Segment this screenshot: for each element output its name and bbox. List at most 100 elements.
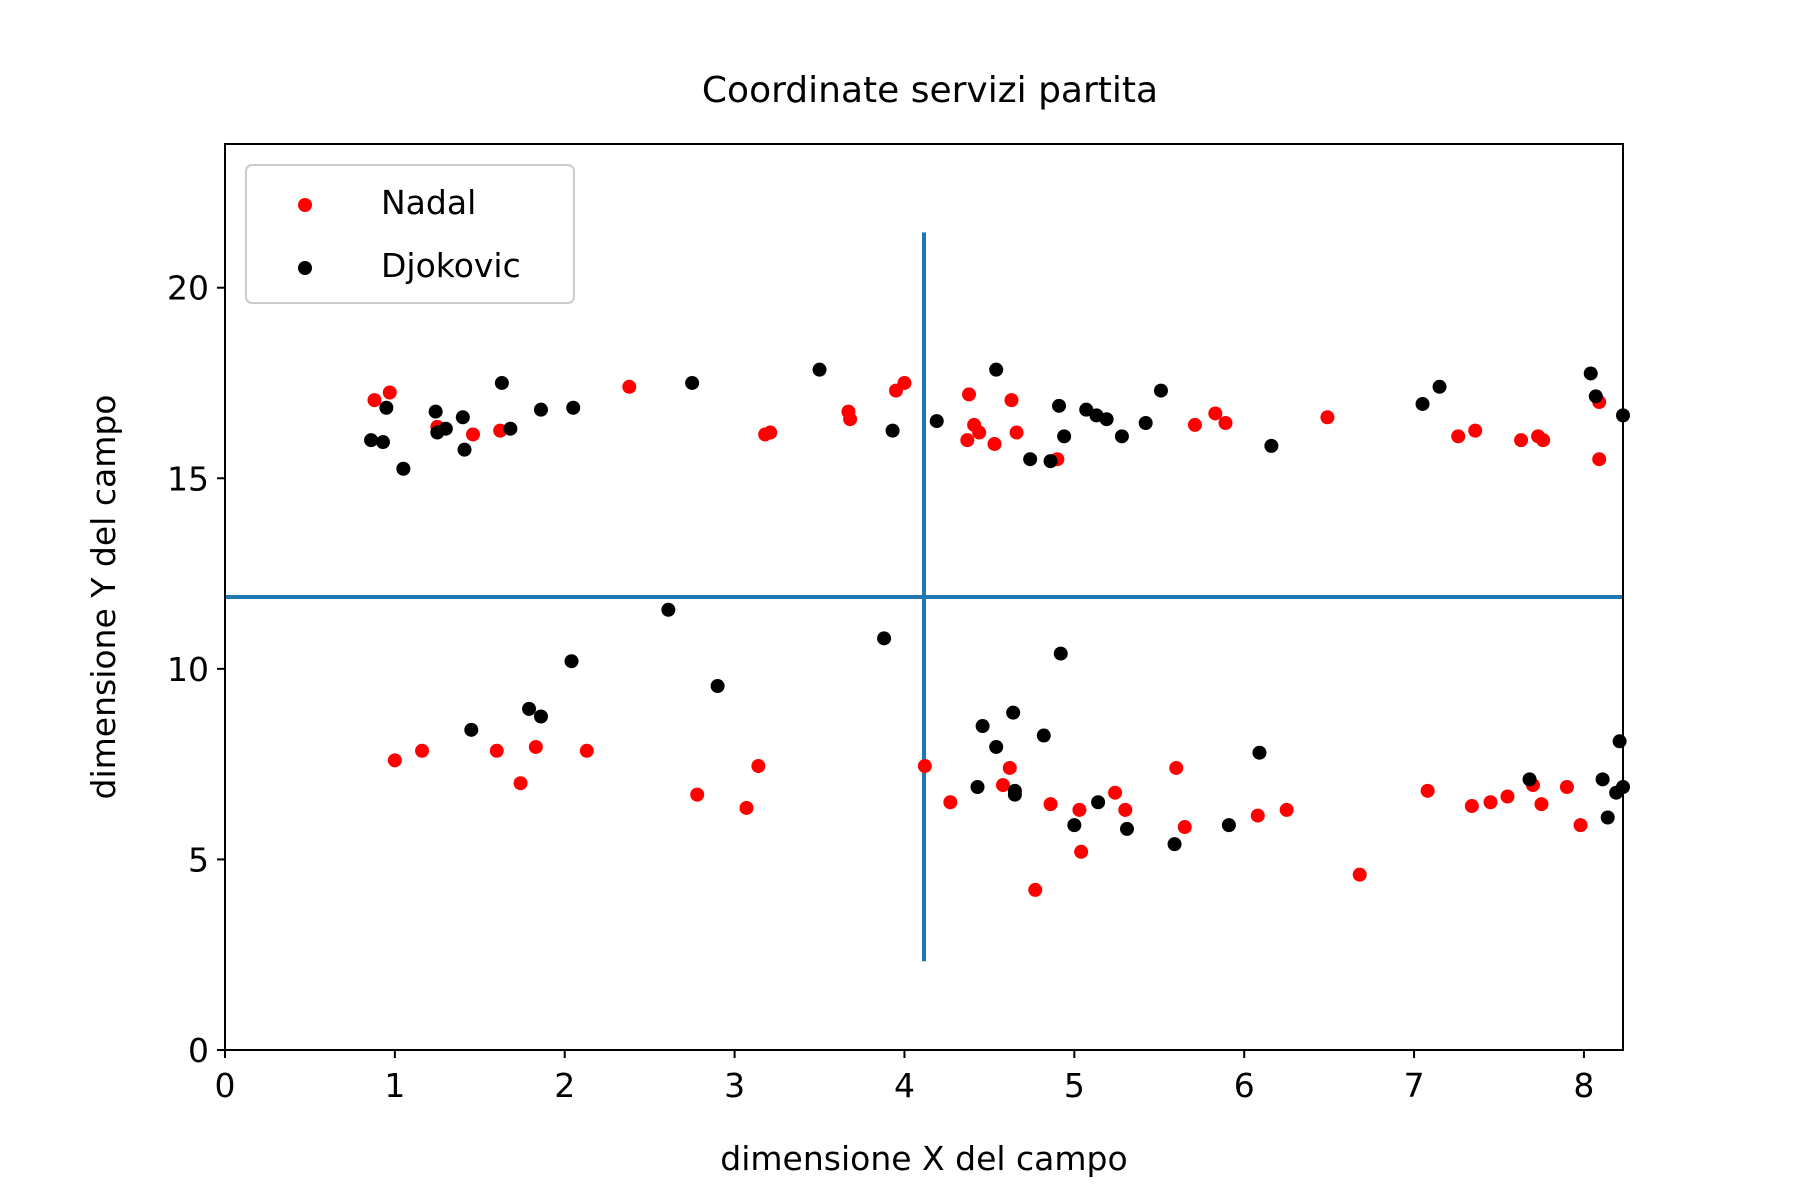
point-djokovic-40	[877, 631, 892, 646]
point-djokovic-9	[494, 375, 509, 390]
point-nadal-49	[1118, 802, 1133, 817]
point-djokovic-30	[1432, 379, 1447, 394]
point-djokovic-6	[438, 421, 453, 436]
y-axis-ticks: 0 5 10 15 20	[167, 269, 225, 1070]
point-djokovic-44	[1006, 705, 1021, 720]
point-nadal-43	[1002, 760, 1017, 775]
point-djokovic-60	[1595, 772, 1610, 787]
point-nadal-47	[1074, 844, 1089, 859]
point-nadal-0	[367, 393, 382, 408]
point-djokovic-13	[685, 375, 700, 390]
point-nadal-5	[622, 379, 637, 394]
point-djokovic-21	[1057, 429, 1072, 444]
y-tick-label-15: 15	[167, 459, 209, 498]
point-nadal-21	[1208, 406, 1223, 421]
point-nadal-60	[1534, 797, 1549, 812]
point-djokovic-12	[566, 400, 581, 415]
point-djokovic-55	[1522, 772, 1537, 787]
point-nadal-37	[690, 787, 705, 802]
point-djokovic-58	[1612, 734, 1627, 749]
point-nadal-28	[1536, 433, 1551, 448]
point-djokovic-29	[1415, 396, 1430, 411]
point-djokovic-49	[1067, 818, 1082, 833]
plot-frame	[224, 143, 1624, 1051]
point-djokovic-19	[1043, 454, 1058, 469]
point-nadal-54	[1352, 867, 1367, 882]
point-nadal-16	[987, 436, 1002, 451]
point-djokovic-31	[1583, 366, 1598, 381]
point-djokovic-41	[970, 780, 985, 795]
point-nadal-17	[1004, 393, 1019, 408]
point-nadal-39	[751, 759, 766, 774]
point-nadal-38	[739, 800, 754, 815]
x-tick-label-4: 4	[894, 1066, 915, 1105]
point-nadal-46	[1072, 802, 1087, 817]
point-djokovic-15	[885, 423, 900, 438]
point-djokovic-35	[522, 701, 537, 716]
point-djokovic-24	[1099, 412, 1114, 427]
point-nadal-32	[415, 743, 430, 758]
point-nadal-36	[579, 743, 594, 758]
point-djokovic-52	[1167, 837, 1182, 852]
point-djokovic-39	[710, 678, 725, 693]
point-nadal-3	[466, 427, 481, 442]
y-tick-label-10: 10	[167, 650, 209, 689]
point-nadal-11	[897, 375, 912, 390]
x-tick-label-5: 5	[1064, 1066, 1085, 1105]
point-djokovic-43	[989, 739, 1004, 754]
legend-marker-nadal	[298, 198, 312, 212]
point-djokovic-56	[1600, 810, 1615, 825]
point-djokovic-54	[1252, 745, 1267, 760]
y-tick-label-0: 0	[188, 1031, 209, 1070]
data-points	[364, 362, 1630, 897]
point-nadal-40	[917, 759, 932, 774]
legend-marker-djokovic	[298, 261, 312, 275]
point-djokovic-26	[1138, 416, 1153, 431]
point-djokovic-1	[375, 435, 390, 450]
point-djokovic-48	[1053, 646, 1068, 661]
point-nadal-45	[1043, 797, 1058, 812]
point-djokovic-10	[503, 421, 518, 436]
point-nadal-25	[1468, 423, 1483, 438]
point-djokovic-46	[1007, 787, 1022, 802]
reference-lines	[225, 232, 1623, 962]
x-tick-label-7: 7	[1404, 1066, 1425, 1105]
x-tick-label-0: 0	[215, 1066, 236, 1105]
point-nadal-56	[1464, 799, 1479, 814]
point-nadal-22	[1218, 416, 1233, 431]
point-djokovic-50	[1091, 795, 1106, 810]
point-djokovic-37	[564, 654, 579, 669]
point-nadal-57	[1483, 795, 1498, 810]
point-djokovic-17	[989, 362, 1004, 377]
point-nadal-42	[995, 778, 1010, 793]
point-djokovic-11	[533, 402, 548, 417]
point-djokovic-7	[455, 410, 470, 425]
legend-label-nadal: Nadal	[381, 183, 476, 222]
point-nadal-20	[1187, 417, 1202, 432]
point-nadal-7	[763, 425, 778, 440]
point-djokovic-34	[464, 722, 479, 737]
point-nadal-18	[1009, 425, 1024, 440]
point-nadal-61	[1559, 780, 1574, 795]
x-axis-ticks: 0 1 2 3 4 5 6 7 8	[215, 1050, 1594, 1105]
point-djokovic-32	[1588, 389, 1603, 404]
point-nadal-48	[1108, 785, 1123, 800]
point-djokovic-4	[428, 404, 443, 419]
point-djokovic-38	[661, 602, 676, 617]
point-djokovic-8	[457, 442, 472, 457]
point-djokovic-22	[1079, 402, 1094, 417]
point-djokovic-18	[1023, 452, 1038, 467]
point-djokovic-27	[1153, 383, 1168, 398]
point-nadal-41	[943, 795, 958, 810]
y-tick-label-20: 20	[167, 269, 209, 308]
point-djokovic-3	[396, 461, 411, 476]
x-tick-label-2: 2	[554, 1066, 575, 1105]
point-nadal-35	[528, 739, 543, 754]
point-djokovic-0	[364, 433, 379, 448]
x-axis-label: dimensione X del campo	[720, 1139, 1127, 1178]
point-nadal-31	[387, 753, 402, 768]
point-nadal-12	[960, 433, 975, 448]
point-nadal-50	[1169, 760, 1184, 775]
point-nadal-44	[1028, 882, 1043, 897]
y-axis-label: dimensione Y del campo	[84, 395, 123, 800]
